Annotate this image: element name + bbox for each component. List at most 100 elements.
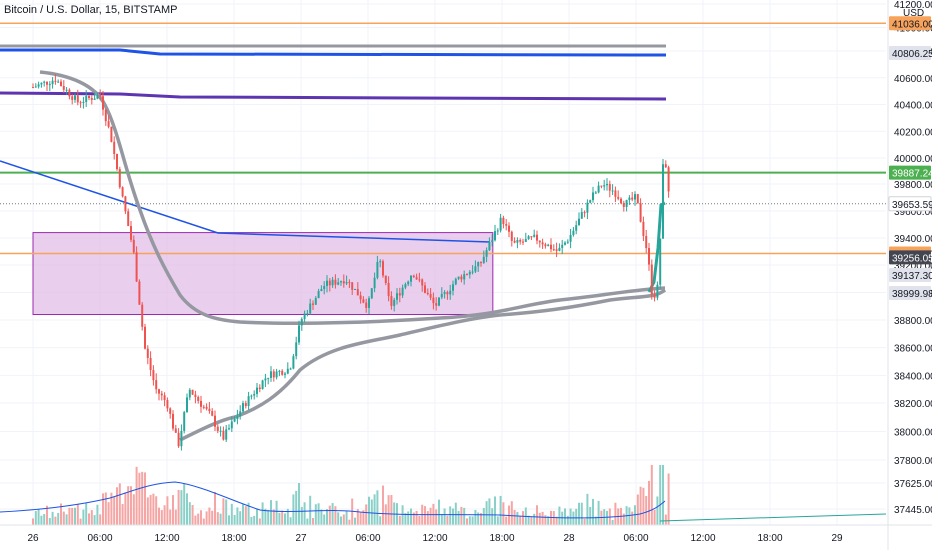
volume-bar [46,505,48,525]
candle-body [653,294,656,298]
candle-body [558,247,561,251]
volume-bar [82,509,85,525]
candle-body [172,413,174,429]
candle-body [284,373,286,375]
candle-body [578,218,580,226]
candle-body [505,224,508,226]
candle-body [82,101,85,103]
volume-bar [163,505,166,525]
candle-body [130,226,132,240]
candle-body [480,262,482,264]
volume-bar [522,511,524,525]
volume-bar [306,518,309,525]
volume-bar [614,502,617,525]
candle-body [429,294,432,298]
candle-body [508,225,510,232]
volume-bar [158,507,160,525]
volume-bar [88,513,90,525]
time-tick-label: 12:00 [154,533,179,544]
candle-body [656,284,659,298]
candle-body [536,234,538,241]
volume-bar [426,511,429,525]
volume-bar [60,503,62,525]
volume-bar [326,509,328,525]
candle-body [561,244,564,248]
candle-body [60,81,62,87]
volume-bar [354,517,356,525]
time-tick-label: 12:00 [422,533,447,544]
candle-body [281,370,284,375]
volume-bar [566,515,569,525]
candle-body [393,299,396,306]
volume-bar [387,495,390,525]
volume-bar [471,516,474,525]
price-tick-label: 38800.00 [894,316,932,327]
candle-body [303,313,306,320]
candle-body [340,281,342,283]
volume-bar [225,499,228,525]
volume-bar [443,508,446,525]
candle-body [228,428,230,430]
candle-body [457,276,460,279]
candle-body [256,387,258,394]
candle-body [93,98,96,100]
volume-bar [79,518,82,525]
candle-body [488,242,491,251]
candle-body [631,197,634,200]
candle-body [328,280,331,286]
volume-bar [569,508,572,525]
level-line-40806 [0,48,667,57]
candle-body [477,262,480,267]
volume-bar [328,505,331,525]
price-tick-label: 40000.00 [894,154,932,165]
trend-line [0,160,491,243]
volume-bar [538,512,541,525]
candle-body [186,397,188,413]
price-tick-label: 40400.00 [894,101,932,112]
volume-bar [76,503,79,525]
volume-bar [541,511,544,525]
candle-body [390,296,393,306]
volume-bar [340,516,342,525]
candle-body [286,368,289,374]
candle-body [194,394,197,398]
volume-bar [118,483,121,525]
volume-bar [272,509,275,525]
candle-body [200,400,202,407]
volume-bar [48,518,51,525]
candle-body [412,275,415,278]
candle-body [331,279,334,286]
candle-body [51,80,54,85]
volume-bar [516,511,519,525]
time-tick-label: 12:00 [690,533,715,544]
candle-body [85,95,88,102]
volume-bar [93,515,96,525]
candle-body [155,380,158,390]
volume-bar [415,510,418,525]
candle-body [466,274,468,276]
volume-bar [499,495,502,525]
candle-body [317,291,320,299]
candle-body [502,217,505,225]
price-tick-label: 37800.00 [894,456,932,467]
candle-body [645,235,648,249]
candle-body [146,348,149,358]
volume-bar [253,515,256,525]
candle-body [174,428,177,433]
volume-bar [135,466,138,525]
candle-body [365,302,368,308]
volume-bar [32,518,34,525]
candle-body [104,109,107,122]
candle-body [600,185,603,187]
candle-body [37,84,40,87]
candle-body [527,236,530,240]
volume-bar [435,509,438,525]
volume-bar [295,490,298,525]
candle-body [544,244,547,247]
candle-body [547,244,550,247]
volume-bar [130,486,132,525]
candle-body [57,81,60,83]
candle-body [396,293,398,300]
volume-bar [57,512,60,525]
